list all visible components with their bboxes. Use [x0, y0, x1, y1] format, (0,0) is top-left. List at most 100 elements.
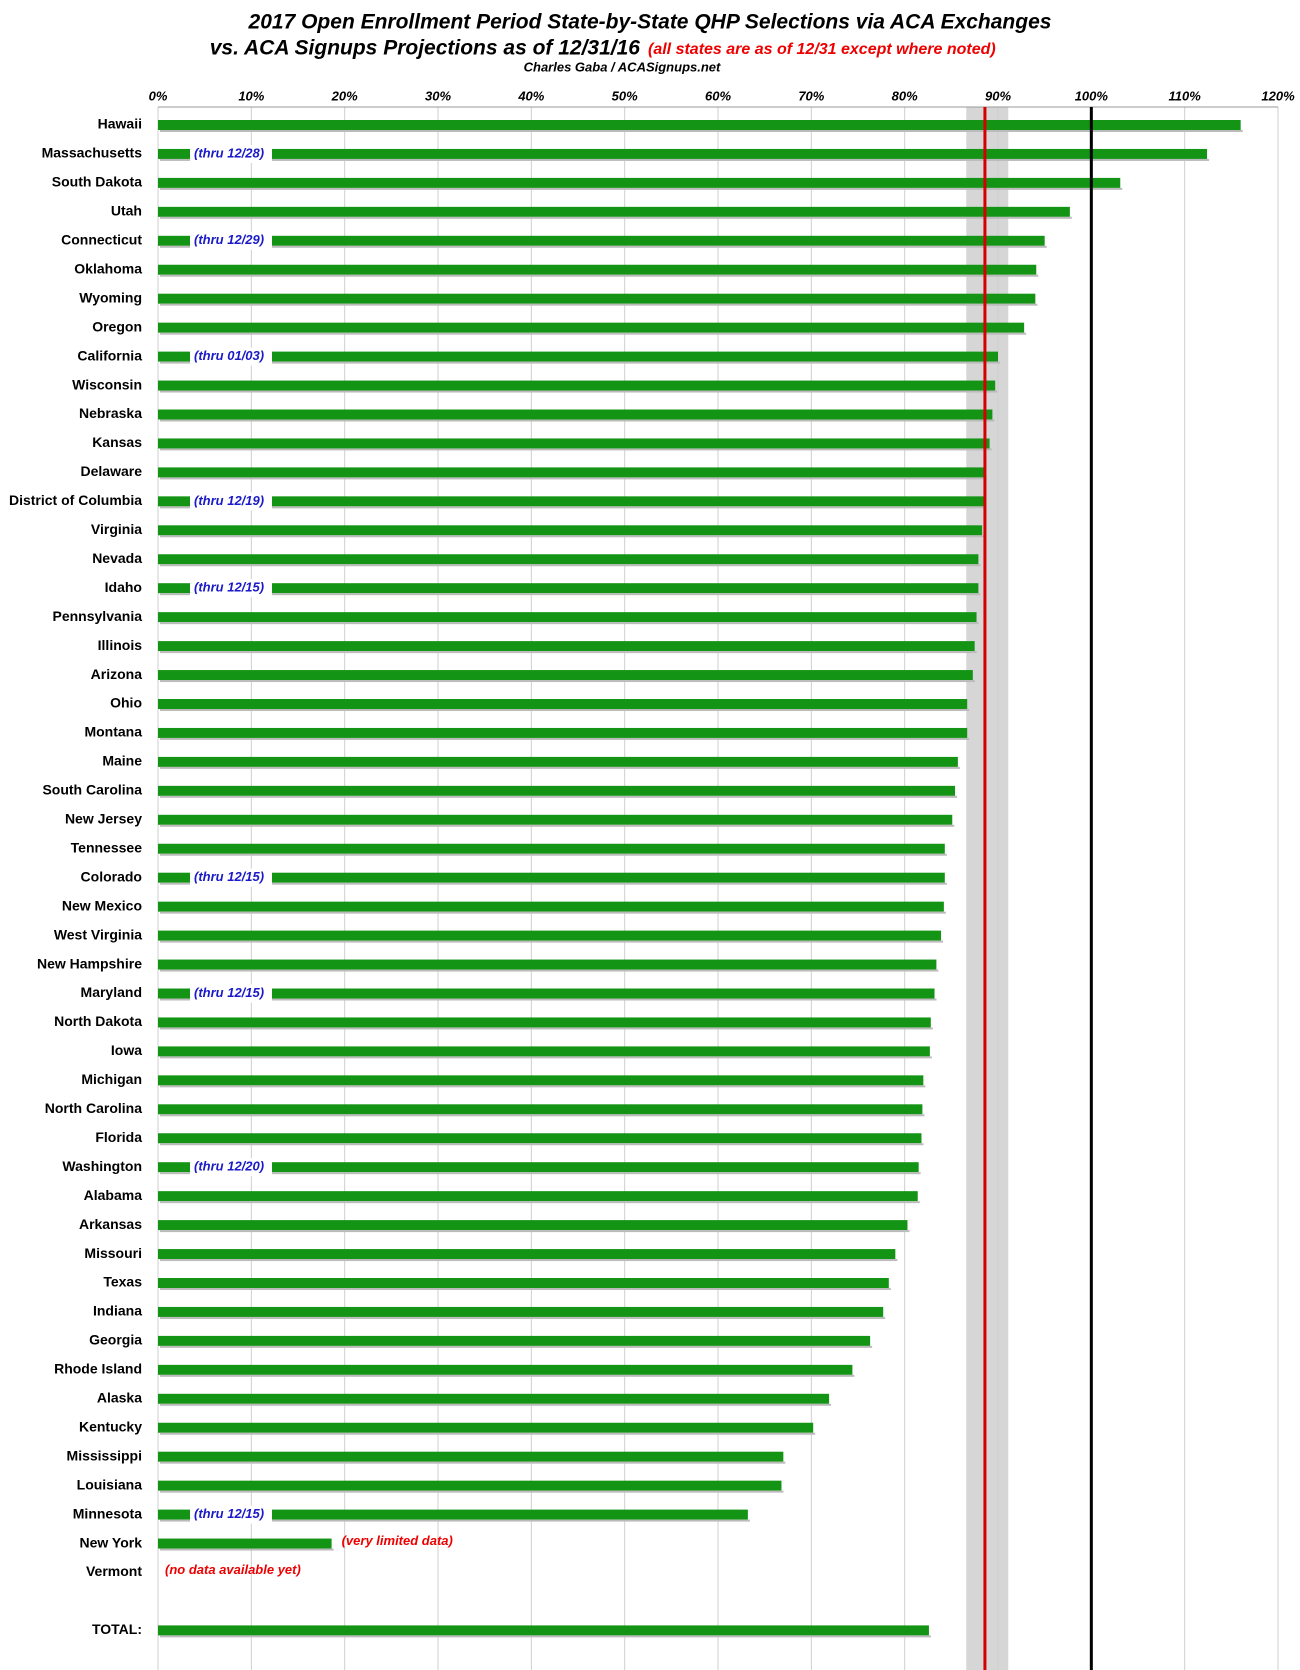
bar-shadow — [160, 158, 1210, 161]
y-tick-label: North Carolina — [45, 1100, 142, 1116]
bar-shadow — [160, 303, 1038, 306]
y-tick-label: South Dakota — [52, 174, 142, 190]
bar — [158, 120, 1241, 130]
x-tick-label: 70% — [798, 88, 824, 103]
y-tick-label: Virginia — [91, 521, 142, 537]
bar — [158, 1480, 782, 1491]
y-tick-label: Wisconsin — [72, 376, 142, 392]
y-tick-label: Michigan — [81, 1071, 142, 1087]
bar — [158, 641, 975, 652]
x-tick-label: 120% — [1261, 88, 1295, 103]
y-tick-label: Arkansas — [79, 1216, 142, 1232]
x-tick-label: 90% — [985, 88, 1011, 103]
y-tick-label: South Carolina — [42, 782, 142, 798]
x-tick-label: 30% — [425, 88, 451, 103]
y-tick-label: Massachusetts — [42, 145, 143, 161]
bar — [158, 467, 985, 478]
y-tick-label: Louisiana — [77, 1476, 143, 1492]
y-tick-label: Kentucky — [79, 1418, 142, 1434]
bar — [158, 351, 998, 362]
y-tick-label: Washington — [62, 1158, 142, 1174]
bar-shadow — [160, 564, 981, 567]
bar — [158, 1393, 830, 1404]
bar-shadow — [160, 187, 1123, 190]
bar — [158, 872, 945, 883]
y-tick-label: Missouri — [84, 1245, 142, 1261]
data-note: (very limited data) — [342, 1533, 453, 1548]
bar-shadow — [160, 361, 1000, 364]
bar-shadow — [160, 477, 987, 480]
y-tick-label: North Dakota — [54, 1013, 142, 1029]
bar-shadow — [160, 419, 995, 422]
y-tick-label: Kansas — [92, 434, 142, 450]
bar — [158, 814, 953, 825]
y-tick-label: Ohio — [110, 695, 142, 711]
y-tick-label: Oregon — [92, 318, 142, 334]
bar-shadow — [160, 1027, 933, 1030]
y-tick-label: Nebraska — [79, 405, 142, 421]
bar-shadow — [160, 1374, 855, 1377]
y-tick-label: New York — [79, 1534, 142, 1550]
y-tick-label: Vermont — [86, 1563, 142, 1579]
bar-shadow — [160, 709, 970, 711]
y-tick-label: Maryland — [81, 984, 142, 1000]
bar-shadow — [160, 911, 946, 914]
bar — [158, 1162, 919, 1173]
bar-shadow — [160, 274, 1039, 277]
x-tick-label: 80% — [892, 88, 918, 103]
bar — [158, 206, 1070, 217]
bar-shadow — [160, 1259, 898, 1262]
bar-shadow — [160, 1461, 786, 1464]
y-tick-label: Colorado — [81, 868, 142, 884]
y-tick-label: Arizona — [91, 666, 143, 682]
bar — [158, 1046, 930, 1057]
note-bg — [190, 492, 272, 511]
bar — [158, 1509, 748, 1520]
bar-shadow — [160, 1548, 334, 1551]
bar-shadow — [160, 130, 1243, 132]
bar — [158, 1364, 853, 1375]
bar — [158, 264, 1037, 275]
bar-shadow — [160, 998, 937, 1001]
bar-shadow — [160, 1085, 926, 1088]
chart-title-line2: vs. ACA Signups Projections as of 12/31/… — [210, 37, 641, 60]
bar-shadow — [160, 390, 998, 393]
bar — [158, 1104, 923, 1115]
bar — [158, 727, 968, 738]
bar — [158, 1017, 931, 1028]
bar — [158, 293, 1036, 304]
bar-shadow — [160, 737, 970, 740]
bar — [158, 1249, 896, 1260]
y-tick-label: Wyoming — [79, 289, 142, 305]
bar — [158, 612, 977, 623]
bar — [158, 235, 1045, 246]
bar — [158, 148, 1208, 159]
bar-shadow — [160, 1172, 921, 1175]
bar-shadow — [160, 216, 1072, 219]
bar — [158, 1335, 871, 1346]
bar — [158, 1451, 784, 1462]
bar-shadow — [160, 1432, 816, 1435]
x-tick-label: 60% — [705, 88, 731, 103]
x-tick-label: 20% — [331, 88, 358, 103]
y-tick-label: New Jersey — [65, 811, 142, 827]
y-tick-label: Florida — [95, 1129, 142, 1145]
period-note: (thru 12/20) — [194, 1159, 264, 1174]
note-bg — [190, 144, 272, 163]
y-tick-label: New Hampshire — [37, 955, 142, 971]
bar-shadow — [160, 1490, 784, 1493]
bar-shadow — [160, 766, 960, 769]
bar — [158, 1278, 889, 1288]
period-note: (thru 01/03) — [194, 348, 264, 363]
bar-shadow — [160, 1230, 910, 1233]
bar — [158, 901, 944, 912]
bar-shadow — [160, 1519, 750, 1522]
bar-shadow — [160, 680, 975, 683]
note-bg — [190, 579, 272, 598]
bar-shadow — [160, 1288, 891, 1290]
bar-shadow — [160, 506, 986, 509]
y-tick-label: Pennsylvania — [53, 608, 143, 624]
y-tick-label: Nevada — [92, 550, 142, 566]
y-tick-label: California — [77, 347, 142, 363]
